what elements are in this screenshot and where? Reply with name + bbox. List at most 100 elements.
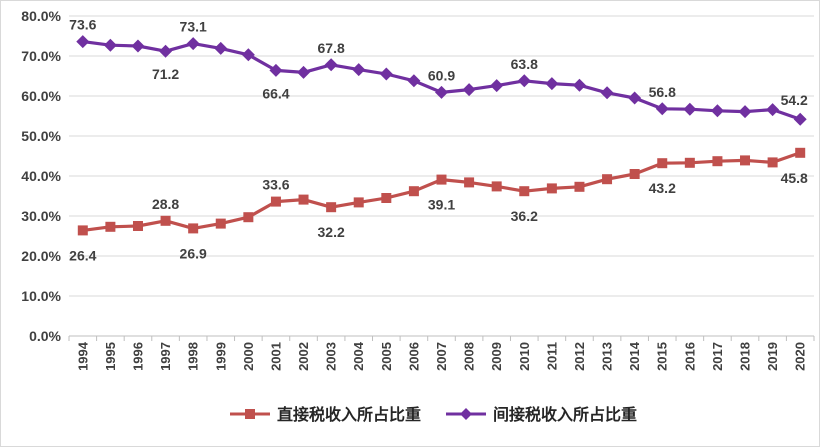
x-tick-label: 1994 <box>75 341 90 371</box>
data-point <box>352 63 366 77</box>
data-labels: 26.4 28.8 26.9 33.6 32.2 39.1 36.2 43.2 45.8 73.6… <box>69 17 808 264</box>
x-tick-label: 1997 <box>158 342 173 371</box>
data-label: 73.6 <box>69 17 96 33</box>
y-tick-label: 20.0% <box>21 248 61 264</box>
data-point <box>76 35 90 49</box>
data-point <box>407 74 421 88</box>
data-point <box>574 181 585 192</box>
x-tick-label: 2009 <box>489 342 504 371</box>
data-point <box>77 225 88 236</box>
data-point <box>655 102 669 116</box>
data-point <box>683 102 697 116</box>
series-lines <box>76 35 807 236</box>
data-point <box>793 112 807 126</box>
data-point <box>490 79 504 93</box>
data-label: 73.1 <box>180 19 207 35</box>
legend: 直接税收入所占比重 间接税收入所占比重 <box>230 405 637 424</box>
data-point <box>464 177 475 188</box>
y-tick-label: 70.0% <box>21 48 61 64</box>
legend-marker-indirect-tax <box>460 408 472 420</box>
data-label: 26.4 <box>69 247 96 263</box>
watermark-text: 兰财税海研语 <box>676 404 772 423</box>
data-point <box>629 169 640 179</box>
x-tick-label: 2014 <box>627 341 642 371</box>
x-tick-label: 2005 <box>379 342 394 371</box>
data-label: 63.8 <box>511 56 538 72</box>
y-tick-label: 10.0% <box>21 288 61 304</box>
data-label: 66.4 <box>262 85 289 101</box>
x-tick-label: 2003 <box>324 342 339 371</box>
x-tick-label: 2019 <box>765 342 780 371</box>
wechat-icon <box>646 404 673 425</box>
y-tick-label: 30.0% <box>21 208 61 224</box>
x-tick-label: 2007 <box>434 342 449 371</box>
x-tick-label: 2000 <box>241 342 256 371</box>
data-point <box>712 156 723 167</box>
data-point <box>214 41 228 55</box>
y-tick-label: 60.0% <box>21 88 61 104</box>
data-point <box>160 215 171 226</box>
data-point <box>408 186 419 197</box>
data-point <box>298 194 309 205</box>
data-point <box>326 202 337 213</box>
x-tick-label: 1995 <box>103 342 118 371</box>
data-label: 32.2 <box>318 224 345 240</box>
x-tick-label: 2011 <box>544 342 559 370</box>
data-point <box>519 186 530 197</box>
x-tick-label: 2015 <box>655 342 670 371</box>
x-tick-label: 2013 <box>600 342 615 371</box>
data-point <box>188 223 199 234</box>
data-point <box>657 158 668 169</box>
x-tick-label: 1999 <box>213 342 228 371</box>
legend-item-direct-tax: 直接税收入所占比重 <box>230 405 421 424</box>
data-label: 33.6 <box>262 177 289 193</box>
x-tick-label: 2006 <box>406 342 421 371</box>
x-tick-label: 2010 <box>517 342 532 371</box>
x-tick-label: 2002 <box>296 342 311 371</box>
data-point <box>710 104 724 118</box>
data-point <box>738 105 752 119</box>
data-point <box>379 67 393 81</box>
data-label: 28.8 <box>152 196 179 212</box>
data-point <box>740 155 751 166</box>
x-tick-label: 2004 <box>351 341 366 371</box>
data-point <box>269 63 283 77</box>
data-point <box>435 85 448 99</box>
data-point <box>105 221 116 232</box>
data-label: 67.8 <box>318 40 345 56</box>
data-point <box>767 157 778 168</box>
legend-label-indirect-tax: 间接税收入所占比重 <box>493 405 637 424</box>
y-tick-label: 50.0% <box>21 128 61 144</box>
data-label: 39.1 <box>428 197 455 213</box>
x-tick-label: 2012 <box>572 342 587 371</box>
x-tick-label: 2016 <box>682 342 697 371</box>
legend-marker-direct-tax <box>245 409 255 419</box>
data-point <box>795 147 806 158</box>
data-point <box>381 193 392 203</box>
data-point <box>572 78 586 92</box>
data-label: 71.2 <box>152 66 179 82</box>
data-label: 60.9 <box>428 67 455 83</box>
data-label: 26.9 <box>180 245 207 261</box>
data-point <box>684 157 695 168</box>
data-point <box>131 39 145 53</box>
data-point <box>132 221 143 231</box>
data-point <box>297 65 311 79</box>
data-point <box>103 38 117 52</box>
data-point <box>241 48 255 62</box>
data-label: 54.2 <box>781 92 808 108</box>
x-tick-label: 2008 <box>462 342 477 371</box>
data-point <box>491 181 502 192</box>
x-tick-label: 1998 <box>186 342 201 371</box>
data-point <box>462 83 476 97</box>
data-point <box>324 58 338 72</box>
x-tick-label: 2017 <box>710 342 725 371</box>
data-point <box>602 174 613 185</box>
data-label: 45.8 <box>781 170 808 186</box>
legend-item-indirect-tax: 间接税收入所占比重 <box>446 405 637 424</box>
y-axis-ticks: 0.0% 10.0% 20.0% 30.0% 40.0% 50.0% 60.0% 70.0% 8… <box>21 8 61 344</box>
data-point <box>159 44 173 58</box>
data-point <box>517 74 531 88</box>
